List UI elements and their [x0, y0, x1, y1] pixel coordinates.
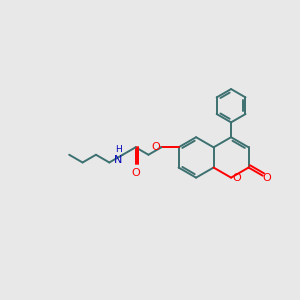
- Text: O: O: [232, 172, 241, 183]
- Text: O: O: [262, 173, 271, 183]
- Text: H: H: [115, 145, 122, 154]
- Text: O: O: [152, 142, 161, 152]
- Text: O: O: [131, 167, 140, 178]
- Text: N: N: [113, 155, 122, 165]
